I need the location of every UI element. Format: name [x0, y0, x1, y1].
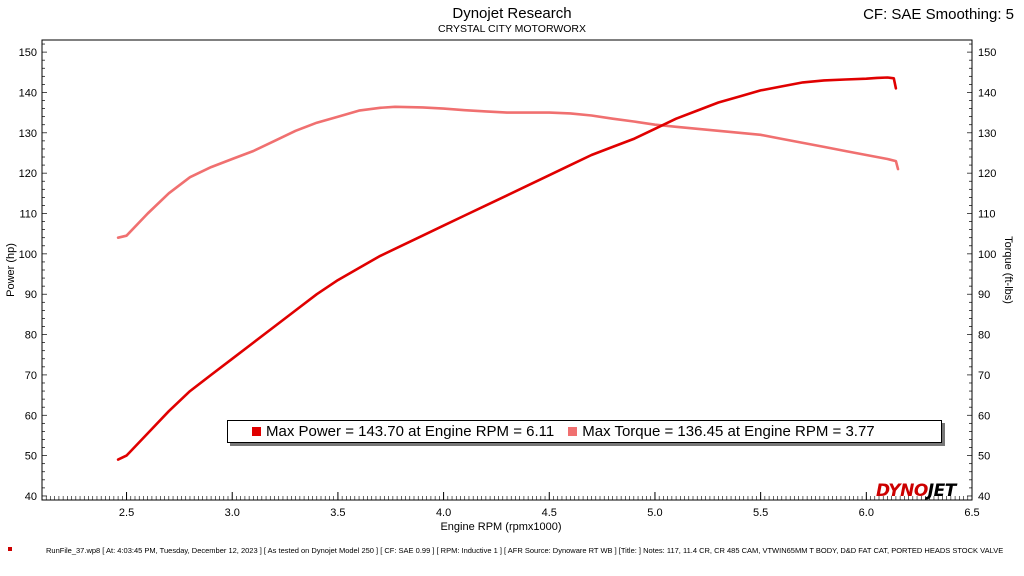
y2-tick-label: 60 [978, 410, 990, 422]
run-info-footer: RunFile_37.wp8 [ At: 4:03:45 PM, Tuesday… [46, 546, 1004, 555]
chart-title: Dynojet Research [452, 5, 572, 22]
y2-tick-label: 140 [978, 87, 996, 99]
y-tick-label: 90 [25, 289, 37, 301]
y2-tick-label: 40 [978, 491, 990, 503]
chart-legend: Max Power = 143.70 at Engine RPM = 6.11 … [227, 420, 942, 443]
torque-curve [116, 105, 900, 239]
y2-tick-label: 120 [978, 168, 996, 180]
x-tick-label: 3.0 [225, 507, 240, 519]
x-tick-label: 2.5 [119, 507, 134, 519]
max-power-label: Max Power = 143.70 at Engine RPM = 6.11 [266, 423, 555, 440]
y2-tick-label: 100 [978, 249, 996, 261]
x-tick-label: 4.0 [436, 507, 451, 519]
y2-tick-label: 130 [978, 128, 996, 140]
y-tick-label: 110 [19, 209, 37, 221]
y-tick-label: 100 [19, 249, 37, 261]
run-marker-icon [8, 547, 12, 551]
x-tick-label: 5.5 [753, 507, 768, 519]
y-tick-label: 50 [25, 451, 37, 463]
x-tick-label: 4.5 [542, 507, 557, 519]
x-tick-label: 3.5 [330, 507, 345, 519]
y-tick-label: 60 [25, 410, 37, 422]
y-tick-label: 130 [19, 128, 37, 140]
x-axis-label: Engine RPM (rpmx1000) [440, 521, 561, 533]
y-axis-label: Power (hp) [5, 243, 17, 297]
y2-tick-label: 90 [978, 289, 990, 301]
torque-legend-swatch [568, 427, 578, 436]
x-tick-label: 5.0 [647, 507, 662, 519]
y2-tick-label: 70 [978, 370, 990, 382]
y-tick-label: 150 [19, 47, 37, 59]
y-tick-label: 80 [25, 330, 37, 342]
power-legend-swatch [252, 427, 261, 436]
x-tick-label: 6.0 [859, 507, 874, 519]
x-tick-label: 6.5 [964, 507, 979, 519]
y2-tick-label: 50 [978, 451, 990, 463]
y2-tick-label: 150 [978, 47, 996, 59]
y-tick-label: 140 [19, 87, 37, 99]
y-tick-label: 120 [19, 168, 37, 180]
y-tick-label: 70 [25, 370, 37, 382]
y2-tick-label: 110 [978, 209, 996, 221]
y2-axis-label: Torque (ft-lbs) [1002, 236, 1014, 304]
max-torque-label: Max Torque = 136.45 at Engine RPM = 3.77 [582, 423, 875, 440]
y2-tick-label: 80 [978, 330, 990, 342]
dynojet-logo: DYNOJET [876, 481, 956, 501]
y-tick-label: 40 [25, 491, 37, 503]
power-curve [116, 76, 898, 461]
chart-subtitle: CRYSTAL CITY MOTORWORX [438, 23, 586, 35]
cf-smoothing-label: CF: SAE Smoothing: 5 [863, 6, 1014, 23]
